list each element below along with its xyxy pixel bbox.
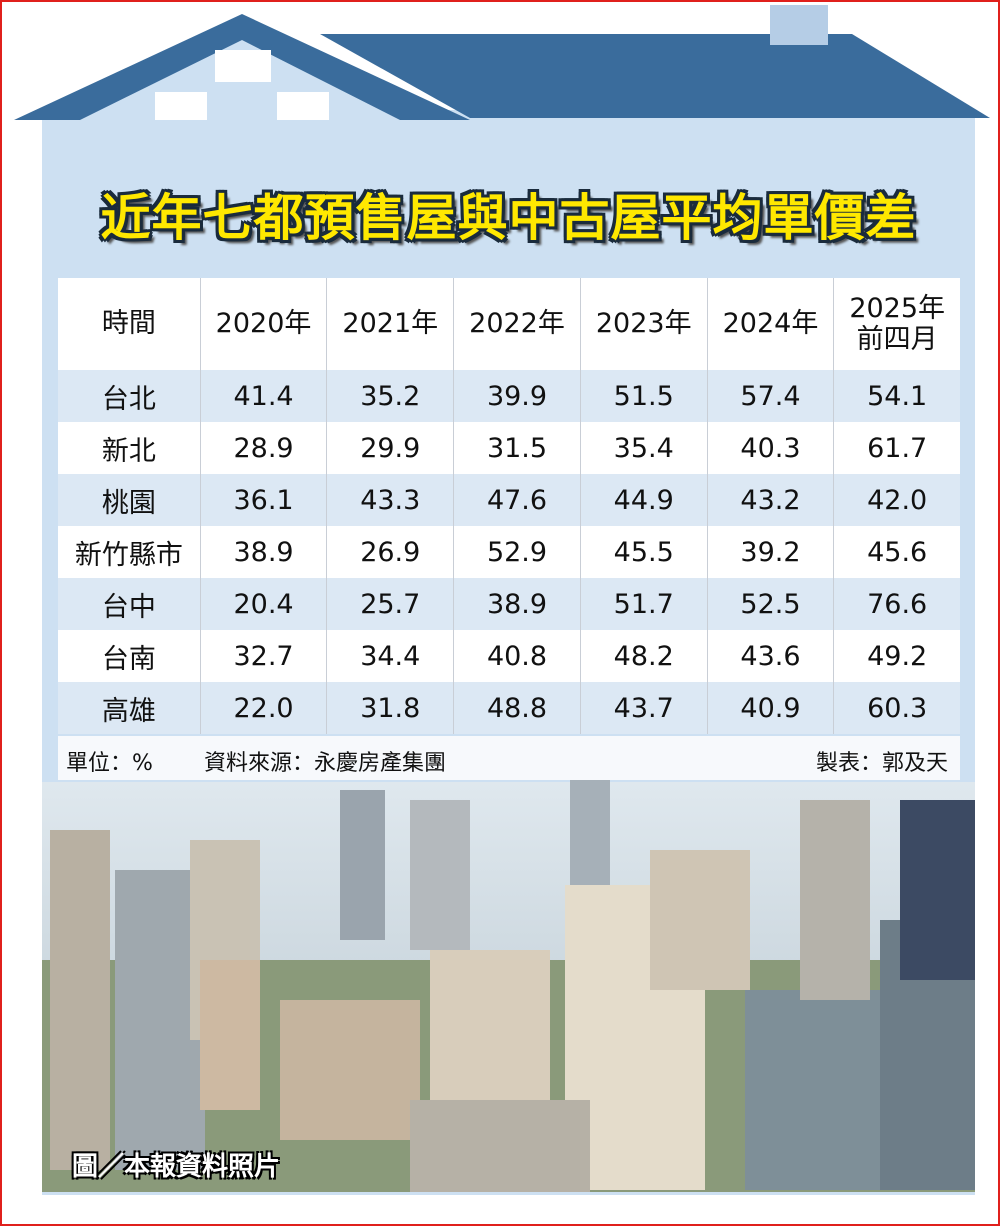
city-cell: 新北 bbox=[58, 422, 201, 474]
header-row: 時間 2020年 2021年 2022年 2023年 2024年 2025年 前四月 bbox=[58, 278, 960, 370]
value-cell: 43.6 bbox=[706, 630, 834, 682]
city-photo bbox=[42, 770, 975, 1192]
value-cell: 34.4 bbox=[326, 630, 454, 682]
building bbox=[570, 770, 610, 890]
value-cell: 43.3 bbox=[326, 474, 454, 526]
building bbox=[410, 1100, 590, 1192]
building bbox=[200, 960, 260, 1110]
unit-note: 單位：% bbox=[66, 751, 153, 776]
table-row: 高雄 22.0 31.8 48.8 43.7 40.9 60.3 bbox=[58, 682, 960, 734]
building bbox=[745, 990, 885, 1190]
value-cell: 54.1 bbox=[833, 370, 960, 422]
building bbox=[800, 800, 870, 1000]
value-cell: 49.2 bbox=[833, 630, 960, 682]
header-cell: 2022年 bbox=[453, 278, 581, 370]
value-cell: 40.9 bbox=[706, 682, 834, 734]
city-cell: 新竹縣市 bbox=[58, 526, 201, 578]
footer: 單位：% 資料來源：永慶房產集團 製表：郭及天 bbox=[58, 736, 960, 780]
value-cell: 48.2 bbox=[579, 630, 708, 682]
value-cell: 31.8 bbox=[326, 682, 454, 734]
building bbox=[340, 790, 385, 940]
value-cell: 31.5 bbox=[453, 422, 581, 474]
window bbox=[277, 92, 329, 120]
building bbox=[900, 800, 975, 980]
value-cell: 35.4 bbox=[579, 422, 708, 474]
table-row: 新北 28.9 29.9 31.5 35.4 40.3 61.7 bbox=[58, 422, 960, 474]
value-cell: 39.9 bbox=[453, 370, 581, 422]
value-cell: 52.9 bbox=[453, 526, 581, 578]
value-cell: 48.8 bbox=[453, 682, 581, 734]
value-cell: 43.2 bbox=[706, 474, 834, 526]
value-cell: 45.6 bbox=[833, 526, 960, 578]
value-cell: 35.2 bbox=[326, 370, 454, 422]
value-cell: 57.4 bbox=[706, 370, 834, 422]
header-line: 2025年 bbox=[849, 292, 946, 324]
value-cell: 42.0 bbox=[833, 474, 960, 526]
value-cell: 45.5 bbox=[579, 526, 708, 578]
value-cell: 22.0 bbox=[199, 682, 327, 734]
value-cell: 38.9 bbox=[453, 578, 581, 630]
value-cell: 39.2 bbox=[706, 526, 834, 578]
value-cell: 51.5 bbox=[579, 370, 708, 422]
city-cell: 台中 bbox=[58, 578, 201, 630]
window bbox=[155, 92, 207, 120]
header-cell: 2023年 bbox=[579, 278, 708, 370]
title: 近年七都預售屋與中古屋平均單價差 bbox=[100, 189, 917, 247]
value-cell: 47.6 bbox=[453, 474, 581, 526]
value-cell: 60.3 bbox=[833, 682, 960, 734]
city-cell: 台北 bbox=[58, 370, 201, 422]
header-cell: 2025年 前四月 bbox=[833, 278, 960, 370]
author-note: 製表：郭及天 bbox=[815, 751, 948, 776]
value-cell: 61.7 bbox=[833, 422, 960, 474]
building bbox=[650, 850, 750, 990]
table-row: 台南 32.7 34.4 40.8 48.2 43.6 49.2 bbox=[58, 630, 960, 682]
header-line: 前四月 bbox=[856, 324, 938, 355]
source-note: 資料來源：永慶房產集團 bbox=[204, 751, 447, 776]
value-cell: 52.5 bbox=[706, 578, 834, 630]
value-cell: 40.3 bbox=[706, 422, 834, 474]
header-cell: 2024年 bbox=[706, 278, 834, 370]
value-cell: 43.7 bbox=[579, 682, 708, 734]
value-cell: 32.7 bbox=[199, 630, 327, 682]
value-cell: 40.8 bbox=[453, 630, 581, 682]
value-cell: 20.4 bbox=[199, 578, 327, 630]
building bbox=[280, 1000, 420, 1140]
table-row: 桃園 36.1 43.3 47.6 44.9 43.2 42.0 bbox=[58, 474, 960, 526]
value-cell: 28.9 bbox=[199, 422, 327, 474]
chimney bbox=[770, 5, 828, 45]
value-cell: 51.7 bbox=[579, 578, 708, 630]
table-body: 時間 2020年 2021年 2022年 2023年 2024年 2025年 前四月 台北 41.… bbox=[58, 278, 960, 734]
building bbox=[410, 800, 470, 950]
roof-right bbox=[320, 34, 990, 118]
value-cell: 26.9 bbox=[326, 526, 454, 578]
value-cell: 44.9 bbox=[579, 474, 708, 526]
value-cell: 29.9 bbox=[326, 422, 454, 474]
city-cell: 高雄 bbox=[58, 682, 201, 734]
value-cell: 41.4 bbox=[199, 370, 327, 422]
header-cell: 2021年 bbox=[326, 278, 454, 370]
value-cell: 36.1 bbox=[199, 474, 327, 526]
table-row: 台北 41.4 35.2 39.9 51.5 57.4 54.1 bbox=[58, 370, 960, 422]
header-cell: 時間 bbox=[58, 278, 201, 370]
value-cell: 76.6 bbox=[833, 578, 960, 630]
value-cell: 25.7 bbox=[326, 578, 454, 630]
header-cell: 2020年 bbox=[199, 278, 327, 370]
city-cell: 台南 bbox=[58, 630, 201, 682]
city-cell: 桃園 bbox=[58, 474, 201, 526]
data-table: 時間 2020年 2021年 2022年 2023年 2024年 2025年 前四月 台北 41.… bbox=[58, 278, 960, 734]
building bbox=[50, 830, 110, 1170]
value-cell: 38.9 bbox=[199, 526, 327, 578]
table-row: 新竹縣市 38.9 26.9 52.9 45.5 39.2 45.6 bbox=[58, 526, 960, 578]
table-row: 台中 20.4 25.7 38.9 51.7 52.5 76.6 bbox=[58, 578, 960, 630]
window bbox=[215, 50, 271, 82]
photo-caption: 圖／本報資料照片 bbox=[72, 1152, 281, 1182]
